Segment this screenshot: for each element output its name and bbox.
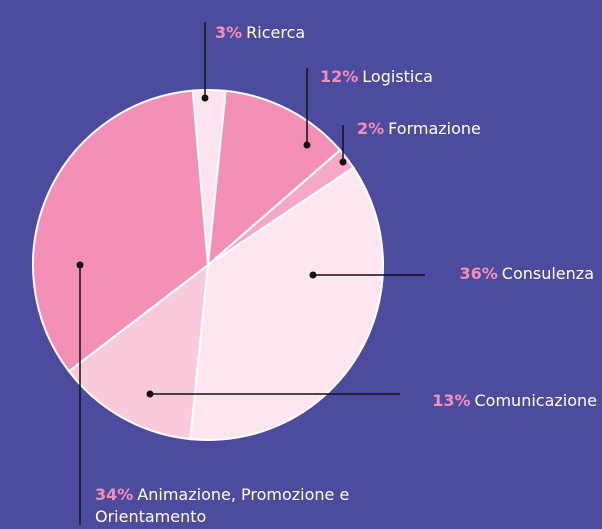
slice-label: 12% Logistica xyxy=(320,66,433,88)
value-label: 2% xyxy=(357,119,385,138)
category-label: Comunicazione xyxy=(474,391,598,410)
leader-dot xyxy=(303,141,311,149)
category-label: Consulenza xyxy=(501,264,594,283)
slice-label: 3% Ricerca xyxy=(215,22,305,44)
category-label: Ricerca xyxy=(246,23,306,42)
slice-label: 2% Formazione xyxy=(357,118,481,140)
value-label: 12% xyxy=(320,67,359,86)
leader-dot xyxy=(339,158,347,166)
slice-label: 36% Consulenza xyxy=(459,263,594,285)
value-label: 34% xyxy=(95,485,134,504)
pie-slice xyxy=(32,89,210,373)
leader-dot xyxy=(201,94,209,102)
value-label: 36% xyxy=(459,264,498,283)
value-label: 13% xyxy=(432,391,471,410)
value-label: 3% xyxy=(215,23,243,42)
leader-dot xyxy=(76,261,84,269)
leader-dot xyxy=(146,390,154,398)
category-label: Logistica xyxy=(362,67,433,86)
slice-label: 13% Comunicazione xyxy=(432,390,597,412)
pie-slice xyxy=(67,262,210,441)
category-label: Animazione, Promozione e Orientamento xyxy=(95,485,350,526)
category-label: Formazione xyxy=(388,119,481,138)
pie-slice xyxy=(189,166,384,441)
slice-label: 34% Animazione, Promozione e Orientamento xyxy=(95,484,415,528)
leader-dot xyxy=(309,271,317,279)
